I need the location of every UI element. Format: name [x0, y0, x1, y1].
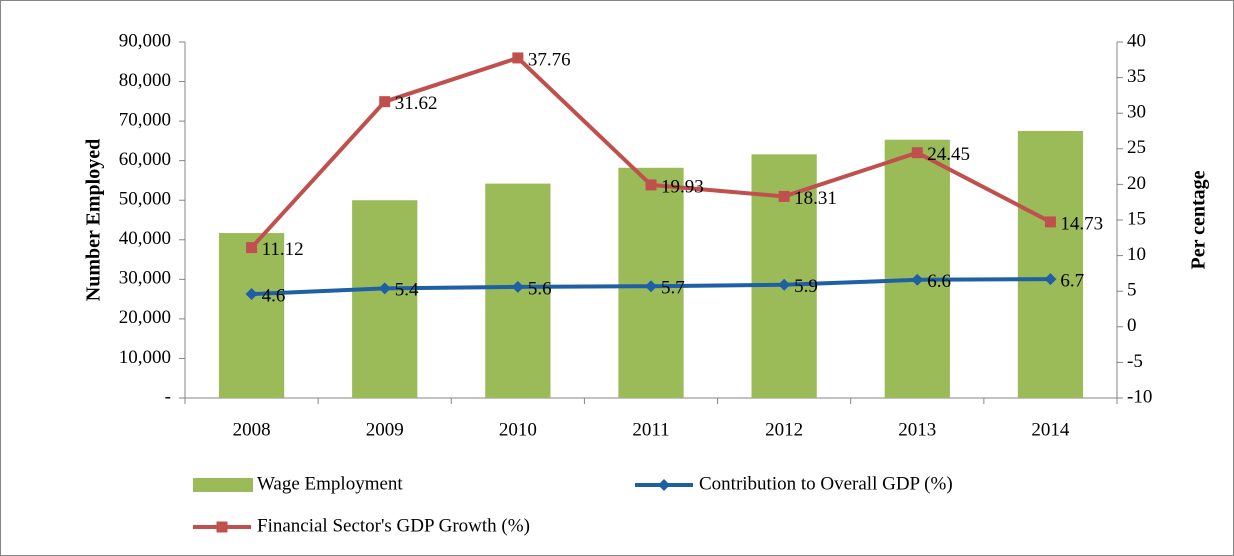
data-label: 19.93	[661, 176, 704, 197]
marker	[1044, 216, 1056, 228]
data-label: 6.7	[1060, 270, 1084, 291]
x-tick-label: 2014	[1031, 419, 1070, 440]
y2-tick-label: 20	[1127, 173, 1146, 194]
y-tick-label: -	[165, 386, 171, 407]
legend-marker	[658, 479, 670, 491]
y2-tick-label: 5	[1127, 280, 1137, 301]
x-tick-label: 2009	[366, 419, 404, 440]
data-label: 24.45	[927, 144, 970, 165]
data-label: 5.9	[794, 276, 818, 297]
marker	[645, 179, 657, 191]
marker	[379, 96, 391, 108]
y2-tick-label: 0	[1127, 315, 1137, 336]
y2-tick-label: 25	[1127, 137, 1146, 158]
y-tick-label: 90,000	[119, 30, 171, 51]
y2-tick-label: -10	[1127, 386, 1152, 407]
data-label: 37.76	[528, 49, 571, 70]
y2-tick-label: 10	[1127, 244, 1146, 265]
marker	[778, 278, 791, 291]
marker	[245, 288, 258, 301]
marker	[512, 52, 524, 64]
legend-label: Financial Sector's GDP Growth (%)	[257, 515, 530, 536]
data-label: 11.12	[262, 239, 304, 260]
y2-tick-label: -5	[1127, 351, 1143, 372]
y-tick-label: 30,000	[119, 268, 171, 289]
legend-label: Wage Employment	[257, 473, 403, 494]
data-label: 31.62	[395, 93, 438, 114]
y2-tick-label: 40	[1127, 30, 1146, 51]
y2-axis-title: Per centage	[1188, 170, 1210, 269]
y-axis-title: Number Employed	[83, 139, 105, 301]
data-label: 4.6	[262, 285, 286, 306]
marker	[911, 147, 923, 159]
bar	[218, 233, 285, 398]
marker	[246, 242, 258, 254]
bar	[352, 200, 418, 398]
marker	[378, 282, 391, 295]
y2-tick-label: 15	[1127, 208, 1146, 229]
marker	[911, 273, 924, 286]
data-label: 18.31	[794, 188, 837, 209]
y2-tick-label: 35	[1127, 66, 1146, 87]
data-label: 14.73	[1060, 213, 1103, 234]
x-tick-label: 2008	[233, 419, 271, 440]
x-tick-label: 2011	[632, 419, 669, 440]
y-tick-label: 70,000	[119, 109, 171, 130]
data-label: 5.4	[395, 280, 419, 301]
data-label: 5.7	[661, 278, 685, 299]
y-tick-label: 10,000	[119, 347, 171, 368]
marker	[1044, 273, 1057, 286]
marker	[645, 280, 657, 293]
bar	[1017, 131, 1084, 398]
x-tick-label: 2012	[765, 419, 803, 440]
y-tick-label: 50,000	[119, 189, 171, 210]
legend-marker	[216, 521, 228, 533]
legend-swatch	[193, 478, 253, 492]
y2-tick-label: 30	[1127, 102, 1146, 123]
bar	[884, 139, 950, 399]
x-tick-label: 2013	[898, 419, 936, 440]
y-tick-label: 20,000	[119, 307, 171, 328]
data-label: 6.6	[927, 271, 951, 292]
legend-label: Contribution to Overall GDP (%)	[699, 473, 953, 494]
y-tick-label: 60,000	[119, 149, 171, 170]
data-label: 5.6	[528, 278, 552, 299]
marker	[778, 190, 790, 202]
marker	[511, 280, 524, 293]
x-tick-label: 2010	[499, 419, 537, 440]
y-tick-label: 40,000	[119, 228, 171, 249]
y-tick-label: 80,000	[119, 70, 171, 91]
